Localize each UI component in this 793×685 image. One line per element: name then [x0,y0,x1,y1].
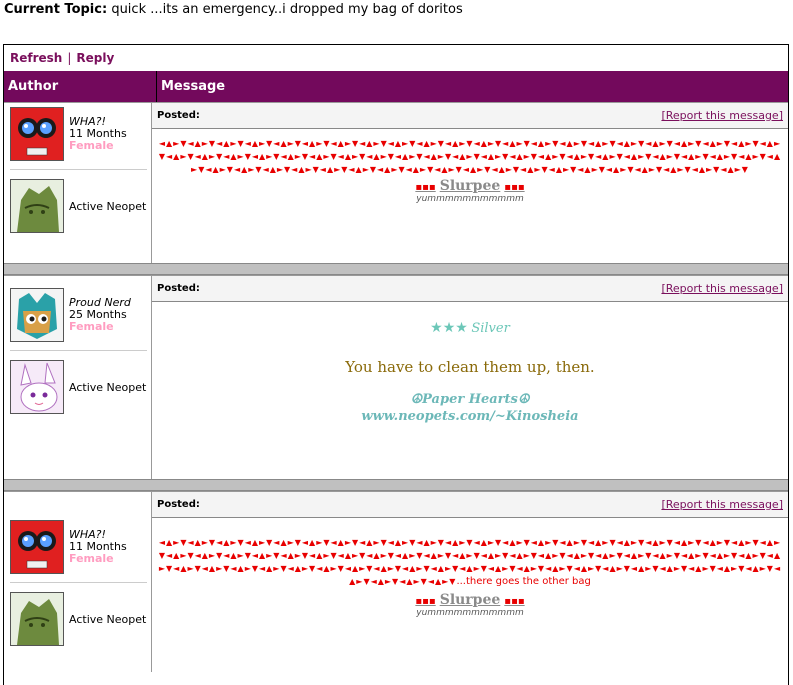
green-pet-icon[interactable] [10,592,64,646]
message-cell: Posted: [Report this message] ◄▲►▼◄▲►▼◄▲… [152,103,788,263]
topic-text: quick ...its an emergency..i dropped my … [111,2,463,17]
triangle-art: ◄▲►▼◄▲►▼◄▲►▼◄▲►▼◄▲►▼◄▲►▼◄▲►▼◄▲►▼◄▲►▼◄▲►▼… [158,139,782,174]
author-column-header: Author [4,71,157,102]
sig-dash-right: ▪▪▪ [504,596,525,607]
white-bunny-pet-icon[interactable] [10,360,64,414]
author-gender: Female [69,320,114,333]
author-cell: Proud Nerd 25 Months Female [4,276,152,479]
account-age: 11 Months [69,127,127,140]
posted-label: Posted: [157,499,200,510]
pet-status: Active Neopet [69,380,147,394]
author-cell: WHA?! 11 Months Female Active Neopet [4,492,152,672]
red-blob-avatar-icon[interactable] [10,520,64,574]
message-body: ★★★ Silver You have to clean them up, th… [152,302,788,479]
sig-text: yummmmmmmmmmm [416,194,524,204]
sig-dash-left: ▪▪▪ [415,182,436,193]
author-divider [10,350,147,351]
report-message-link[interactable]: [Report this message] [661,498,783,511]
message-cell: Posted: [Report this message] ★★★ Silver… [152,276,788,479]
sig-name: Slurpee [439,178,501,194]
tail-text: ...there goes the other bag [456,576,591,587]
pet-face-avatar-icon[interactable] [10,288,64,342]
silver-text: Silver [471,321,510,336]
post-divider [4,479,788,491]
sig-dash-left: ▪▪▪ [415,596,436,607]
post: Proud Nerd 25 Months Female [4,275,788,479]
red-blob-avatar-icon[interactable] [10,107,64,161]
posted-label: Posted: [157,283,200,294]
author-cell: WHA?! 11 Months Female Active Neopet [4,103,152,263]
current-topic: Current Topic: quick ...its an emergency… [4,2,463,17]
sig-text: yummmmmmmmmmm [416,608,524,618]
board-actions: Refresh | Reply [4,45,788,71]
star-icon: ★★★ [430,320,468,336]
author-gender: Female [69,139,114,152]
report-message-link[interactable]: [Report this message] [661,109,783,122]
silver-header: ★★★ Silver [152,320,788,336]
table-header: Author Message [4,71,788,102]
message-body: ◄▲►▼◄▲►▼◄▲►▼◄▲►▼◄▲►▼◄▲►▼◄▲►▼◄▲►▼◄▲►▼◄▲►▼… [152,518,788,672]
signature: ▪▪▪ Slurpee ▪▪▪ yummmmmmmmmmm [152,592,788,618]
author-username[interactable]: WHA?! [69,115,106,128]
message-body: ◄▲►▼◄▲►▼◄▲►▼◄▲►▼◄▲►▼◄▲►▼◄▲►▼◄▲►▼◄▲►▼◄▲►▼… [152,129,788,263]
pet-status: Active Neopet [69,199,147,213]
actions-separator: | [67,51,72,65]
author-username[interactable]: WHA?! [69,528,106,541]
sig-dash-right: ▪▪▪ [504,182,525,193]
sig-link[interactable]: www.neopets.com/~Kinosheia [361,409,579,424]
message-cell: Posted: [Report this message] ◄▲►▼◄▲►▼◄▲… [152,492,788,672]
author-username[interactable]: Proud Nerd [69,296,131,309]
post: WHA?! 11 Months Female Active Neopet [4,102,788,263]
triangle-art: ◄▲►▼◄▲►▼◄▲►▼◄▲►▼◄▲►▼◄▲►▼◄▲►▼◄▲►▼◄▲►▼◄▲►▼… [158,538,782,586]
posted-bar: Posted: [Report this message] [152,492,788,518]
sig-paper-hearts: ☮Paper Hearts☮ [410,392,530,407]
message-column-header: Message [161,79,226,94]
author-divider [10,582,147,583]
author-divider [10,169,147,170]
account-age: 11 Months [69,540,127,553]
posted-bar: Posted: [Report this message] [152,276,788,302]
account-age: 25 Months [69,308,127,321]
author-gender: Female [69,552,114,565]
posted-label: Posted: [157,110,200,121]
message-board: Refresh | Reply Author Message [3,44,789,685]
message-text: You have to clean them up, then. [345,358,595,376]
refresh-link[interactable]: Refresh [10,51,63,65]
pet-status: Active Neopet [69,612,147,626]
posted-bar: Posted: [Report this message] [152,103,788,129]
post-divider [4,263,788,275]
green-pet-icon[interactable] [10,179,64,233]
report-message-link[interactable]: [Report this message] [661,282,783,295]
reply-link[interactable]: Reply [76,51,115,65]
signature: ▪▪▪ Slurpee ▪▪▪ yummmmmmmmmmm [152,178,788,204]
post: WHA?! 11 Months Female Active Neopet [4,491,788,672]
sig-name: Slurpee [439,592,501,608]
topic-label: Current Topic: [4,2,108,17]
